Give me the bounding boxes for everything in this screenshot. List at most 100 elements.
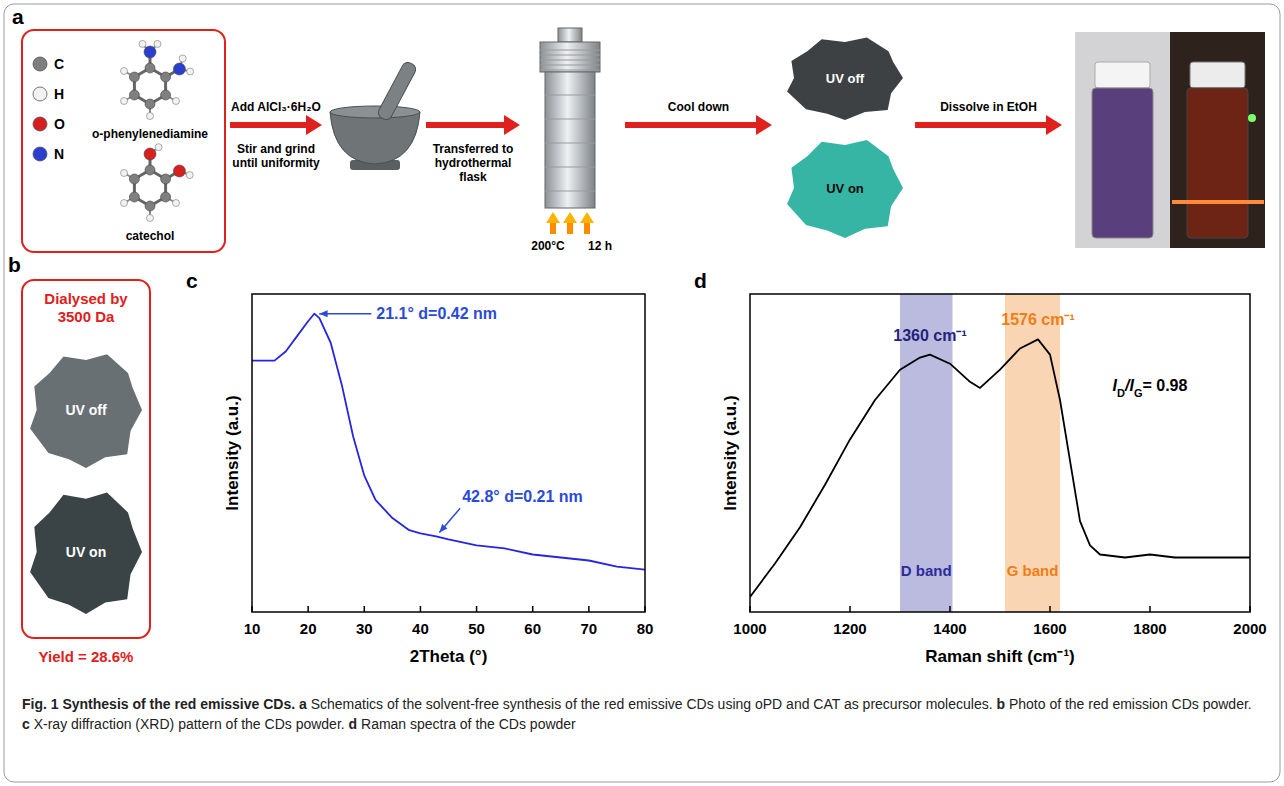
vial — [1092, 88, 1153, 238]
y-axis-title: Intensity (a.u.) — [223, 395, 242, 510]
figure: abcdCHONo-phenylenediaminecatecholAdd Al… — [0, 0, 1284, 786]
annotation-arrow — [439, 508, 460, 532]
caption-text: c — [22, 716, 30, 732]
x-tick-label: 30 — [356, 620, 373, 637]
atom-legend-label: N — [54, 146, 64, 162]
arrow-head — [504, 115, 520, 135]
autoclave-cap — [540, 42, 600, 72]
atom-legend-dot — [33, 147, 47, 161]
step-label: Stir and grinduntil uniformity — [232, 142, 320, 170]
annotation-part: D — [1117, 387, 1125, 399]
pestle — [376, 60, 417, 121]
x-tick — [588, 606, 590, 612]
atom — [186, 172, 193, 179]
x-tick — [849, 606, 851, 612]
photo-uv-off — [787, 38, 903, 120]
x-tick — [644, 606, 646, 612]
atom-legend-label: O — [54, 116, 65, 132]
text-line: 3500 Da — [58, 308, 115, 325]
photo-uv-on — [787, 140, 903, 238]
dialysis-box — [22, 280, 150, 638]
x-tick-label: 1800 — [1133, 620, 1166, 637]
atom — [145, 99, 155, 109]
x-tick — [476, 606, 478, 612]
molecule-name: o-phenylenediamine — [92, 127, 208, 141]
panel-letter: a — [12, 5, 24, 28]
atom — [144, 148, 156, 160]
text-line: Dialysed by — [44, 290, 128, 307]
atom — [187, 68, 194, 75]
atom — [121, 98, 128, 105]
text-line: hydrothermal — [435, 156, 512, 170]
arrow-head — [1046, 115, 1062, 135]
caption-text: X-ray diffraction (XRD) pattern of the C… — [34, 716, 345, 732]
annotation-part: = 0.98 — [1142, 377, 1187, 394]
autoclave-ring — [545, 167, 595, 168]
autoclave-knob — [558, 28, 582, 42]
arrow-shaft — [426, 122, 508, 128]
autoclave-thread — [540, 50, 600, 51]
annotation: ID/IG= 0.98 — [1113, 377, 1188, 399]
x-tick — [1049, 606, 1051, 612]
photo-label: UV on — [66, 544, 106, 560]
x-tick — [749, 606, 751, 612]
precursor-box — [22, 30, 225, 252]
x-tick — [532, 606, 534, 612]
data-line — [750, 339, 1250, 597]
x-tick-label: 80 — [637, 620, 654, 637]
atom — [145, 63, 155, 73]
atom — [147, 215, 154, 222]
atom-legend-dot — [33, 117, 47, 131]
x-axis-title: 2Theta (°) — [410, 647, 488, 666]
molecule — [121, 144, 194, 222]
autoclave-thread — [540, 55, 600, 56]
caption-text: Raman spectra of the CDs powder — [361, 716, 576, 732]
panel-letter: c — [186, 269, 198, 292]
photo-label: UV off — [826, 71, 865, 86]
caption-text: d — [349, 716, 358, 732]
x-tick-label: 50 — [468, 620, 485, 637]
step-label: Dissolve in EtOH — [940, 100, 1037, 114]
caption-text: Photo of the red emission CDs powder. — [1009, 696, 1252, 712]
x-tick-label: 1600 — [1033, 620, 1066, 637]
arrow-shaft — [625, 122, 760, 128]
atom-legend-dot — [33, 57, 47, 71]
atom — [173, 165, 185, 177]
x-tick — [420, 606, 422, 612]
annotation-arrow-head — [439, 524, 447, 533]
caption-text: a — [299, 696, 307, 712]
annotation-part: G — [1134, 387, 1143, 399]
x-tick-label: 20 — [300, 620, 317, 637]
photo-vial-bg — [1170, 32, 1265, 248]
atom — [161, 72, 171, 82]
autoclave-ring — [545, 143, 595, 144]
band-label: D band — [901, 562, 952, 579]
atom-legend-label: C — [54, 56, 64, 72]
plot-frame — [750, 294, 1250, 612]
photo-label: UV on — [826, 181, 864, 196]
atom — [139, 40, 146, 47]
heat-arrow — [563, 212, 577, 223]
annotation: 1360 cm⁻¹ — [893, 327, 967, 344]
data-line — [252, 314, 645, 570]
x-tick — [1249, 606, 1251, 612]
annotation: 21.1° d=0.42 nm — [376, 305, 497, 322]
y-axis-title: Intensity (a.u.) — [721, 395, 740, 510]
step-label: Cool down — [668, 100, 729, 114]
autoclave-thread — [540, 60, 600, 61]
text-line: flask — [459, 170, 487, 184]
heat-arrow — [546, 212, 560, 223]
caption-text: Fig. 1 Synthesis of the red emissive CDs… — [22, 696, 295, 712]
figure-canvas: abcdCHONo-phenylenediaminecatecholAdd Al… — [0, 0, 1284, 786]
atom — [161, 192, 171, 202]
vial-cap — [1190, 62, 1245, 88]
atom — [145, 165, 155, 175]
atom — [154, 40, 161, 47]
yield: Yield = 28.6% — [39, 648, 134, 665]
x-tick-label: 60 — [524, 620, 541, 637]
atom — [121, 170, 128, 177]
step-label: Add AlCl₃·6H₂O — [231, 100, 321, 114]
annotation-part: /I — [1124, 377, 1134, 394]
caption-text: Schematics of the solvent-free synthesis… — [311, 696, 993, 712]
x-tick — [307, 606, 309, 612]
